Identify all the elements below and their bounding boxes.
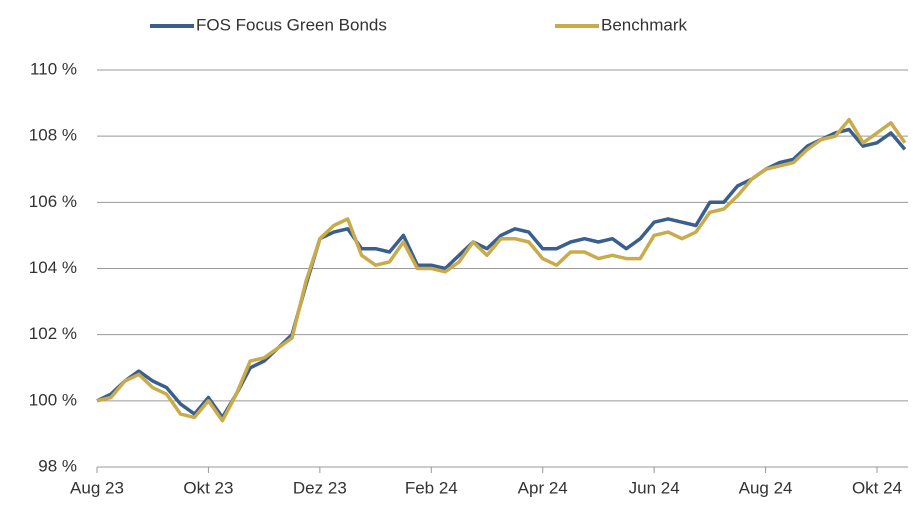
y-tick-label: 110 % bbox=[30, 59, 77, 78]
y-tick-label: 106 % bbox=[29, 192, 77, 211]
legend-label: Benchmark bbox=[601, 15, 687, 34]
x-tick-label: Okt 24 bbox=[852, 478, 902, 497]
series-line bbox=[96, 127, 907, 420]
x-tick-label: Jun 24 bbox=[629, 478, 680, 497]
legend-label: FOS Focus Green Bonds bbox=[196, 15, 387, 34]
x-tick-label: Apr 24 bbox=[518, 478, 568, 497]
x-tick-label: Okt 23 bbox=[183, 478, 233, 497]
y-tick-label: 98 % bbox=[38, 456, 77, 475]
x-tick-label: Feb 24 bbox=[405, 478, 458, 497]
x-tick-label: Aug 23 bbox=[70, 478, 124, 497]
series-line bbox=[96, 117, 907, 423]
x-tick-label: Aug 24 bbox=[739, 478, 793, 497]
x-tick-label: Dez 23 bbox=[293, 478, 347, 497]
y-tick-label: 104 % bbox=[29, 258, 77, 277]
y-tick-label: 108 % bbox=[29, 126, 77, 145]
y-tick-label: 102 % bbox=[29, 324, 77, 343]
y-tick-label: 100 % bbox=[29, 390, 77, 409]
